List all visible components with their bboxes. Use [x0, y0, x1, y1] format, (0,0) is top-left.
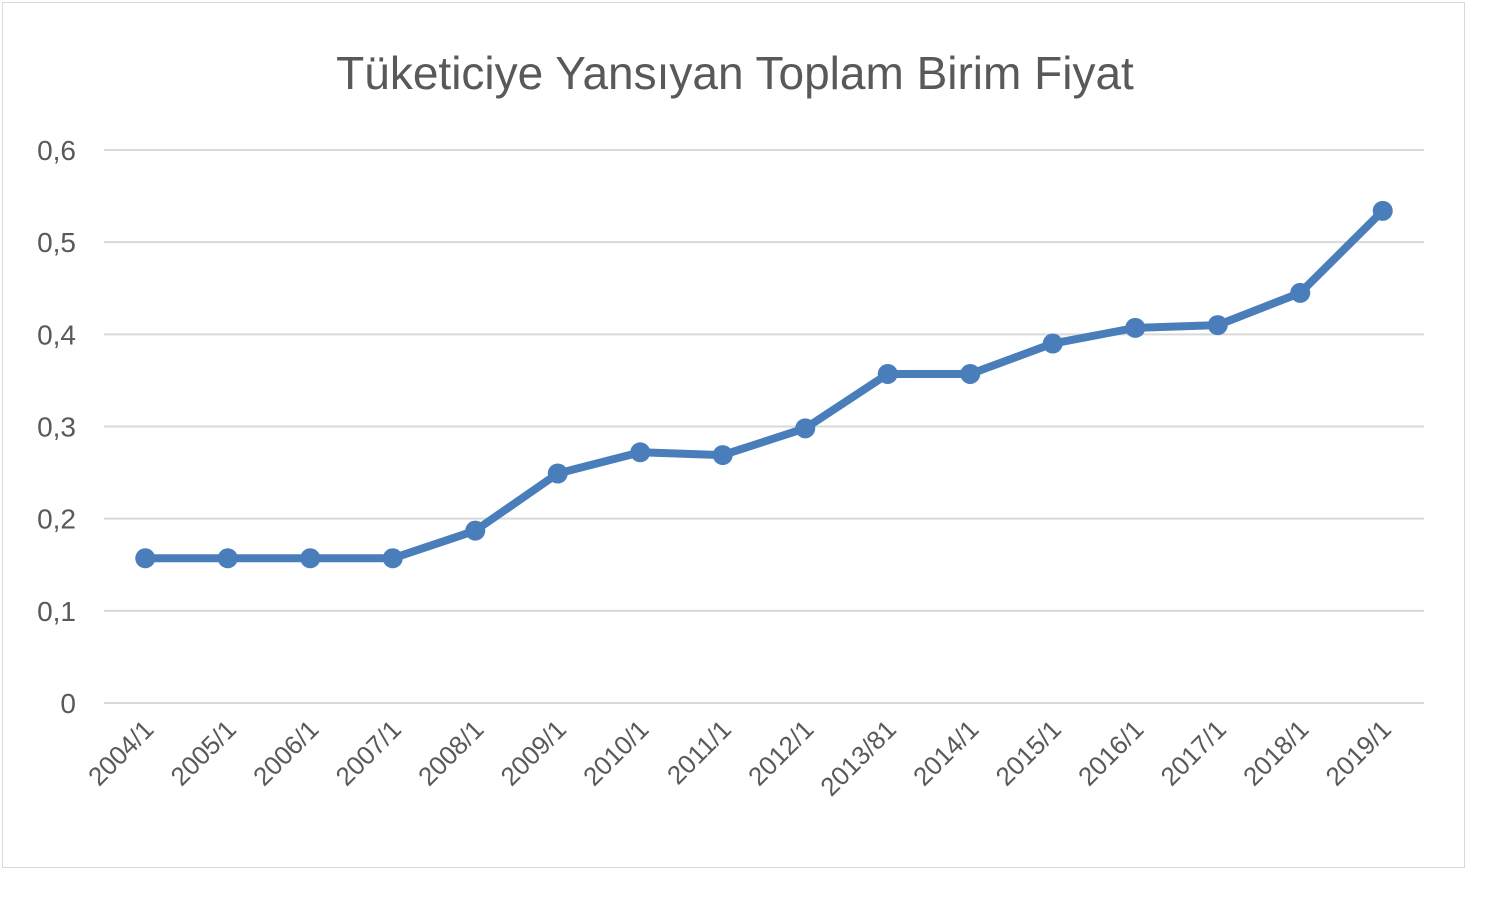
x-tick-label: 2019/1 [1320, 714, 1397, 791]
y-axis-tick-labels: 0 0,1 0,2 0,3 0,4 0,5 0,6 [37, 135, 76, 719]
gridlines [104, 149, 1424, 704]
x-tick-label: 2006/1 [247, 714, 324, 791]
data-point-marker[interactable] [795, 418, 816, 439]
line-chart: Tüketiciye Yansıyan Toplam Birim Fiyat 0… [37, 47, 1424, 802]
x-tick-label: 2007/1 [330, 714, 407, 791]
x-tick-label: 2015/1 [990, 714, 1067, 791]
x-tick-label: 2017/1 [1155, 714, 1232, 791]
series-line [141, 206, 1387, 563]
data-point-marker[interactable] [382, 548, 403, 569]
x-tick-label: 2004/1 [82, 714, 159, 791]
y-tick-label: 0,3 [37, 412, 76, 443]
x-tick-label: 2013/81 [814, 714, 902, 802]
x-tick-label: 2012/1 [742, 714, 819, 791]
y-tick-label: 0,2 [37, 504, 76, 535]
data-point-marker[interactable] [547, 463, 568, 484]
data-point-marker[interactable] [135, 548, 156, 569]
data-point-marker[interactable] [1125, 317, 1146, 338]
chart-frame: Tüketiciye Yansıyan Toplam Birim Fiyat 0… [2, 2, 1465, 868]
x-tick-label: 2014/1 [907, 714, 984, 791]
data-point-marker[interactable] [630, 442, 651, 463]
y-tick-label: 0,6 [37, 135, 76, 166]
x-tick-label: 2011/1 [661, 714, 737, 790]
data-point-marker[interactable] [1042, 333, 1063, 354]
data-point-marker[interactable] [877, 363, 898, 384]
data-point-marker[interactable] [960, 363, 981, 384]
chart-title: Tüketiciye Yansıyan Toplam Birim Fiyat [336, 47, 1134, 99]
y-tick-label: 0,4 [37, 319, 76, 350]
data-point-marker[interactable] [1290, 282, 1311, 303]
series-group [135, 200, 1393, 569]
x-tick-label: 2008/1 [412, 714, 489, 791]
data-point-marker[interactable] [1372, 200, 1393, 221]
x-tick-label: 2018/1 [1237, 714, 1314, 791]
y-tick-label: 0,1 [37, 596, 76, 627]
data-point-marker[interactable] [465, 520, 486, 541]
x-tick-label: 2005/1 [165, 714, 242, 791]
data-point-marker[interactable] [217, 548, 238, 569]
x-tick-label: 2010/1 [577, 714, 654, 791]
y-tick-label: 0 [60, 688, 76, 719]
data-point-marker[interactable] [1207, 315, 1228, 336]
data-point-marker[interactable] [712, 445, 733, 466]
x-axis-tick-labels: 2004/1 2005/1 2006/1 2007/1 2008/1 2009/1 2010… [82, 714, 1397, 802]
data-point-marker[interactable] [300, 548, 321, 569]
x-tick-label: 2009/1 [495, 714, 572, 791]
x-tick-label: 2016/1 [1072, 714, 1149, 791]
y-tick-label: 0,5 [37, 227, 76, 258]
